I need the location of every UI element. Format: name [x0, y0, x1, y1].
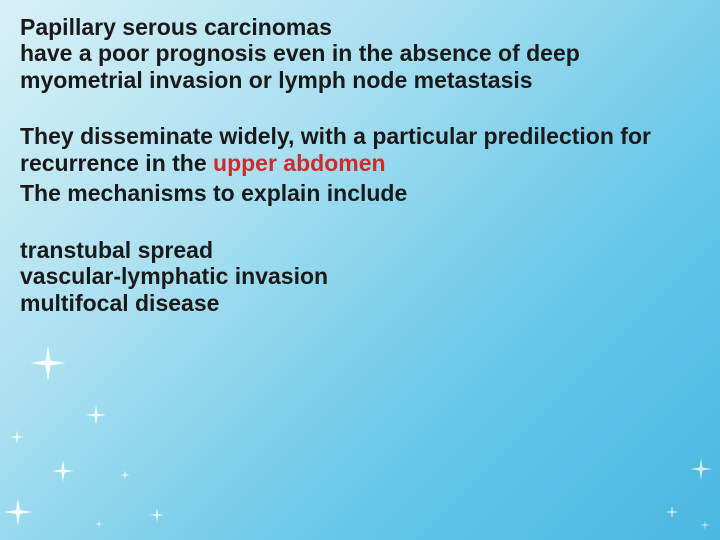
sparkle-icon	[30, 345, 66, 381]
paragraph-3: The mechanisms to explain include	[20, 180, 692, 206]
sparkle-icon	[86, 405, 106, 425]
sparkle-icon	[150, 508, 164, 522]
p2-highlight-text: upper abdomen	[213, 150, 386, 176]
sparkle-icon	[4, 498, 32, 526]
sparkle-icon	[665, 505, 679, 519]
sparkle-icon	[52, 460, 74, 482]
paragraph-2: They disseminate widely, with a particul…	[20, 123, 692, 176]
sparkle-icon	[700, 520, 710, 530]
sparkle-icon	[10, 430, 24, 444]
paragraph-1: Papillary serous carcinomas have a poor …	[20, 14, 692, 93]
slide: Papillary serous carcinomas have a poor …	[0, 0, 720, 540]
p4-line1: transtubal spread	[20, 237, 692, 263]
sparkle-icon	[690, 458, 712, 480]
sparkle-icon	[120, 470, 130, 480]
p4-line2: vascular-lymphatic invasion	[20, 263, 692, 289]
sparkle-icon	[95, 520, 103, 528]
p4-line3: multifocal disease	[20, 290, 692, 316]
slide-content: Papillary serous carcinomas have a poor …	[20, 14, 692, 316]
title-text: Papillary serous carcinomas	[20, 14, 692, 40]
p3-text: The mechanisms to explain include	[20, 180, 407, 206]
paragraph-4: transtubal spread vascular-lymphatic inv…	[20, 237, 692, 316]
p1-body-text: have a poor prognosis even in the absenc…	[20, 40, 580, 92]
